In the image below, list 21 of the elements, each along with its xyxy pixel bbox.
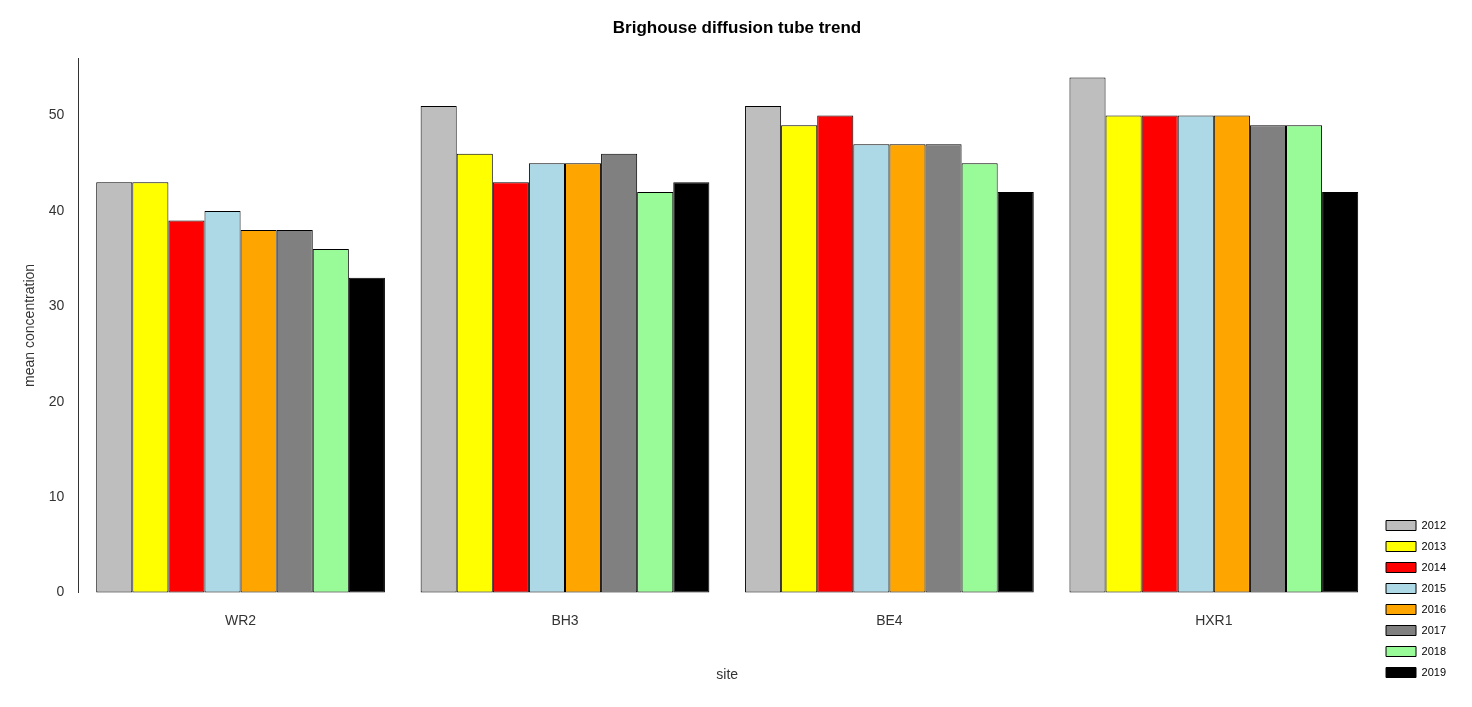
y-tick-label: 50 [48,106,65,123]
legend-label: 2015 [1421,581,1447,594]
y-tick-label: 30 [48,297,65,314]
chart-title: Brighouse diffusion tube trend [612,17,862,37]
y-tick-label: 0 [56,583,65,600]
legend-label: 2017 [1421,623,1447,636]
legend-label: 2013 [1421,539,1447,552]
y-axis-title: mean concentration [21,263,38,387]
x-tick-label: BH3 [551,611,579,628]
legend-label: 2012 [1421,518,1447,531]
legend-label: 2018 [1421,644,1447,657]
x-axis-title: site [716,666,739,683]
x-tick-label: WR2 [225,611,257,628]
legend-label: 2016 [1421,602,1447,615]
legend-label: 2014 [1421,560,1447,573]
x-tick-label: BE4 [876,611,903,628]
x-tick-label: HXR1 [1195,611,1233,628]
y-tick-label: 20 [48,392,65,409]
y-tick-label: 40 [48,201,65,218]
y-tick-label: 10 [48,487,65,504]
legend-label: 2019 [1421,665,1447,678]
